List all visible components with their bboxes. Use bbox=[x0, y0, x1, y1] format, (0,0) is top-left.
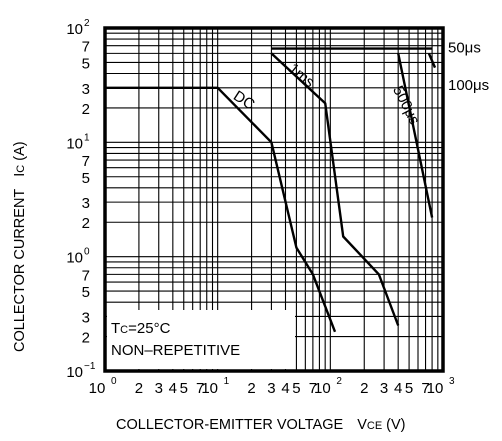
y-decade-label: 10 bbox=[66, 250, 83, 267]
grid-lines bbox=[105, 28, 443, 371]
x-tick-label: 7 bbox=[196, 380, 204, 397]
x-tick-label: 5 bbox=[405, 380, 413, 397]
y-tick-label: 5 bbox=[82, 284, 90, 301]
x-tick-label: 3 bbox=[155, 380, 163, 397]
x-tick-label: 3 bbox=[267, 380, 275, 397]
x-axis-label: COLLECTOR-EMITTER VOLTAGE VCE (V) bbox=[116, 417, 406, 433]
y-decade-exponent: −1 bbox=[84, 361, 96, 372]
y-decade-label: 10 bbox=[66, 21, 83, 38]
y-tick-label: 5 bbox=[82, 170, 90, 187]
series-label-3: 50μs bbox=[448, 40, 481, 57]
y-decade-label: 10 bbox=[66, 135, 83, 152]
y-axis-label: COLLECTOR CURRENTIC(A) bbox=[12, 141, 28, 352]
x-tick-label: 4 bbox=[281, 380, 289, 397]
x-decade-label: 10 bbox=[89, 380, 106, 397]
y-tick-label: 3 bbox=[82, 309, 90, 326]
series-line-1 bbox=[270, 52, 400, 326]
y-tick-label: 7 bbox=[82, 153, 90, 170]
series-line-4 bbox=[427, 52, 437, 69]
series-label-0: DC bbox=[230, 87, 258, 113]
y-tick-label: 2 bbox=[82, 330, 90, 347]
x-tick-label: 2 bbox=[135, 380, 143, 397]
x-tick-label: 4 bbox=[169, 380, 177, 397]
x-tick-label: 3 bbox=[380, 380, 388, 397]
annotation-box bbox=[107, 310, 295, 369]
y-tick-label: 7 bbox=[82, 39, 90, 56]
annotation-temperature: TC=25°C bbox=[111, 320, 171, 337]
y-tick-label: 7 bbox=[82, 267, 90, 284]
x-decade-exponent: 3 bbox=[449, 376, 455, 387]
x-tick-label: 2 bbox=[247, 380, 255, 397]
y-tick-label: 2 bbox=[82, 215, 90, 232]
series-line-2 bbox=[397, 53, 434, 218]
plot-frame bbox=[103, 26, 445, 373]
x-decade-label: 10 bbox=[314, 380, 331, 397]
x-decade-exponent: 0 bbox=[111, 376, 117, 387]
x-tick-label: 2 bbox=[360, 380, 368, 397]
y-tick-label: 2 bbox=[82, 101, 90, 118]
series-lines bbox=[105, 47, 437, 333]
y-decade-label: 10 bbox=[66, 364, 83, 381]
x-tick-label: 5 bbox=[292, 380, 300, 397]
x-tick-label: 5 bbox=[180, 380, 188, 397]
x-tick-label: 7 bbox=[421, 380, 429, 397]
y-decade-exponent: 1 bbox=[84, 132, 90, 143]
y-tick-label: 3 bbox=[82, 81, 90, 98]
x-decade-exponent: 1 bbox=[224, 376, 230, 387]
series-label-4: 100μs bbox=[448, 77, 489, 94]
y-decade-exponent: 2 bbox=[84, 18, 90, 29]
y-decade-exponent: 0 bbox=[84, 247, 90, 258]
x-tick-label: 7 bbox=[309, 380, 317, 397]
y-tick-label: 5 bbox=[82, 55, 90, 72]
annotation-non-repetitive: NON–REPETITIVE bbox=[111, 342, 240, 359]
x-decade-label: 10 bbox=[201, 380, 218, 397]
x-decade-label: 10 bbox=[427, 380, 444, 397]
series-line-0 bbox=[105, 86, 337, 333]
y-tick-label: 3 bbox=[82, 195, 90, 212]
x-tick-label: 4 bbox=[394, 380, 402, 397]
x-decade-exponent: 2 bbox=[336, 376, 342, 387]
